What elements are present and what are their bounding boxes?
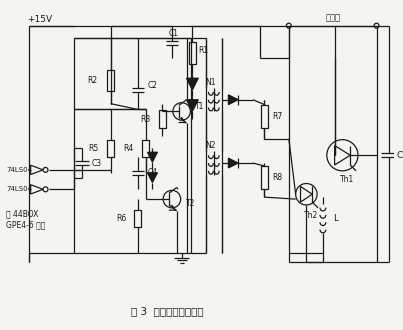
Polygon shape <box>187 78 198 90</box>
Text: 74LS04: 74LS04 <box>6 186 32 192</box>
Bar <box>189 42 196 64</box>
Text: 图 3  晶闸管触发电路图: 图 3 晶闸管触发电路图 <box>131 306 204 316</box>
Circle shape <box>43 167 48 172</box>
Text: Th1: Th1 <box>340 175 354 184</box>
Polygon shape <box>334 146 350 165</box>
Polygon shape <box>229 158 238 168</box>
Text: R6: R6 <box>116 214 126 223</box>
Text: L: L <box>332 214 338 223</box>
Text: R8: R8 <box>272 173 283 182</box>
Circle shape <box>287 23 291 28</box>
Bar <box>261 166 268 189</box>
Circle shape <box>374 23 379 28</box>
Text: C4: C4 <box>147 168 158 177</box>
Polygon shape <box>229 95 238 105</box>
Bar <box>107 140 114 157</box>
Text: +15V: +15V <box>27 15 52 24</box>
Polygon shape <box>31 185 43 194</box>
Text: C3: C3 <box>92 158 102 168</box>
Text: GPE4-6 引脚: GPE4-6 引脚 <box>6 220 46 229</box>
Polygon shape <box>31 165 43 175</box>
Polygon shape <box>301 186 312 202</box>
Bar <box>159 111 166 128</box>
Polygon shape <box>147 173 157 182</box>
Circle shape <box>327 140 358 171</box>
Circle shape <box>43 187 48 192</box>
Text: R1: R1 <box>198 46 208 54</box>
Circle shape <box>173 103 190 120</box>
Text: R2: R2 <box>87 76 97 85</box>
Text: T2: T2 <box>185 199 195 209</box>
Bar <box>142 140 149 157</box>
Text: C: C <box>397 151 403 160</box>
Text: T1: T1 <box>195 102 205 111</box>
Polygon shape <box>187 100 198 112</box>
Polygon shape <box>147 152 157 162</box>
Text: 接 44BOX: 接 44BOX <box>6 209 39 218</box>
Text: R5: R5 <box>89 144 99 153</box>
Circle shape <box>163 190 181 208</box>
Text: Th2: Th2 <box>304 211 318 220</box>
Text: R7: R7 <box>272 112 283 121</box>
Text: N2: N2 <box>206 141 216 150</box>
Text: 74LS04: 74LS04 <box>6 167 32 173</box>
Bar <box>107 70 114 91</box>
Bar <box>134 210 141 227</box>
Text: R3: R3 <box>140 115 150 124</box>
Text: N1: N1 <box>206 78 216 87</box>
Text: 电力线: 电力线 <box>325 14 340 22</box>
Text: C2: C2 <box>147 81 158 90</box>
Bar <box>261 105 268 128</box>
Circle shape <box>296 183 317 205</box>
Text: C1: C1 <box>169 29 179 38</box>
Text: R4: R4 <box>124 144 134 153</box>
